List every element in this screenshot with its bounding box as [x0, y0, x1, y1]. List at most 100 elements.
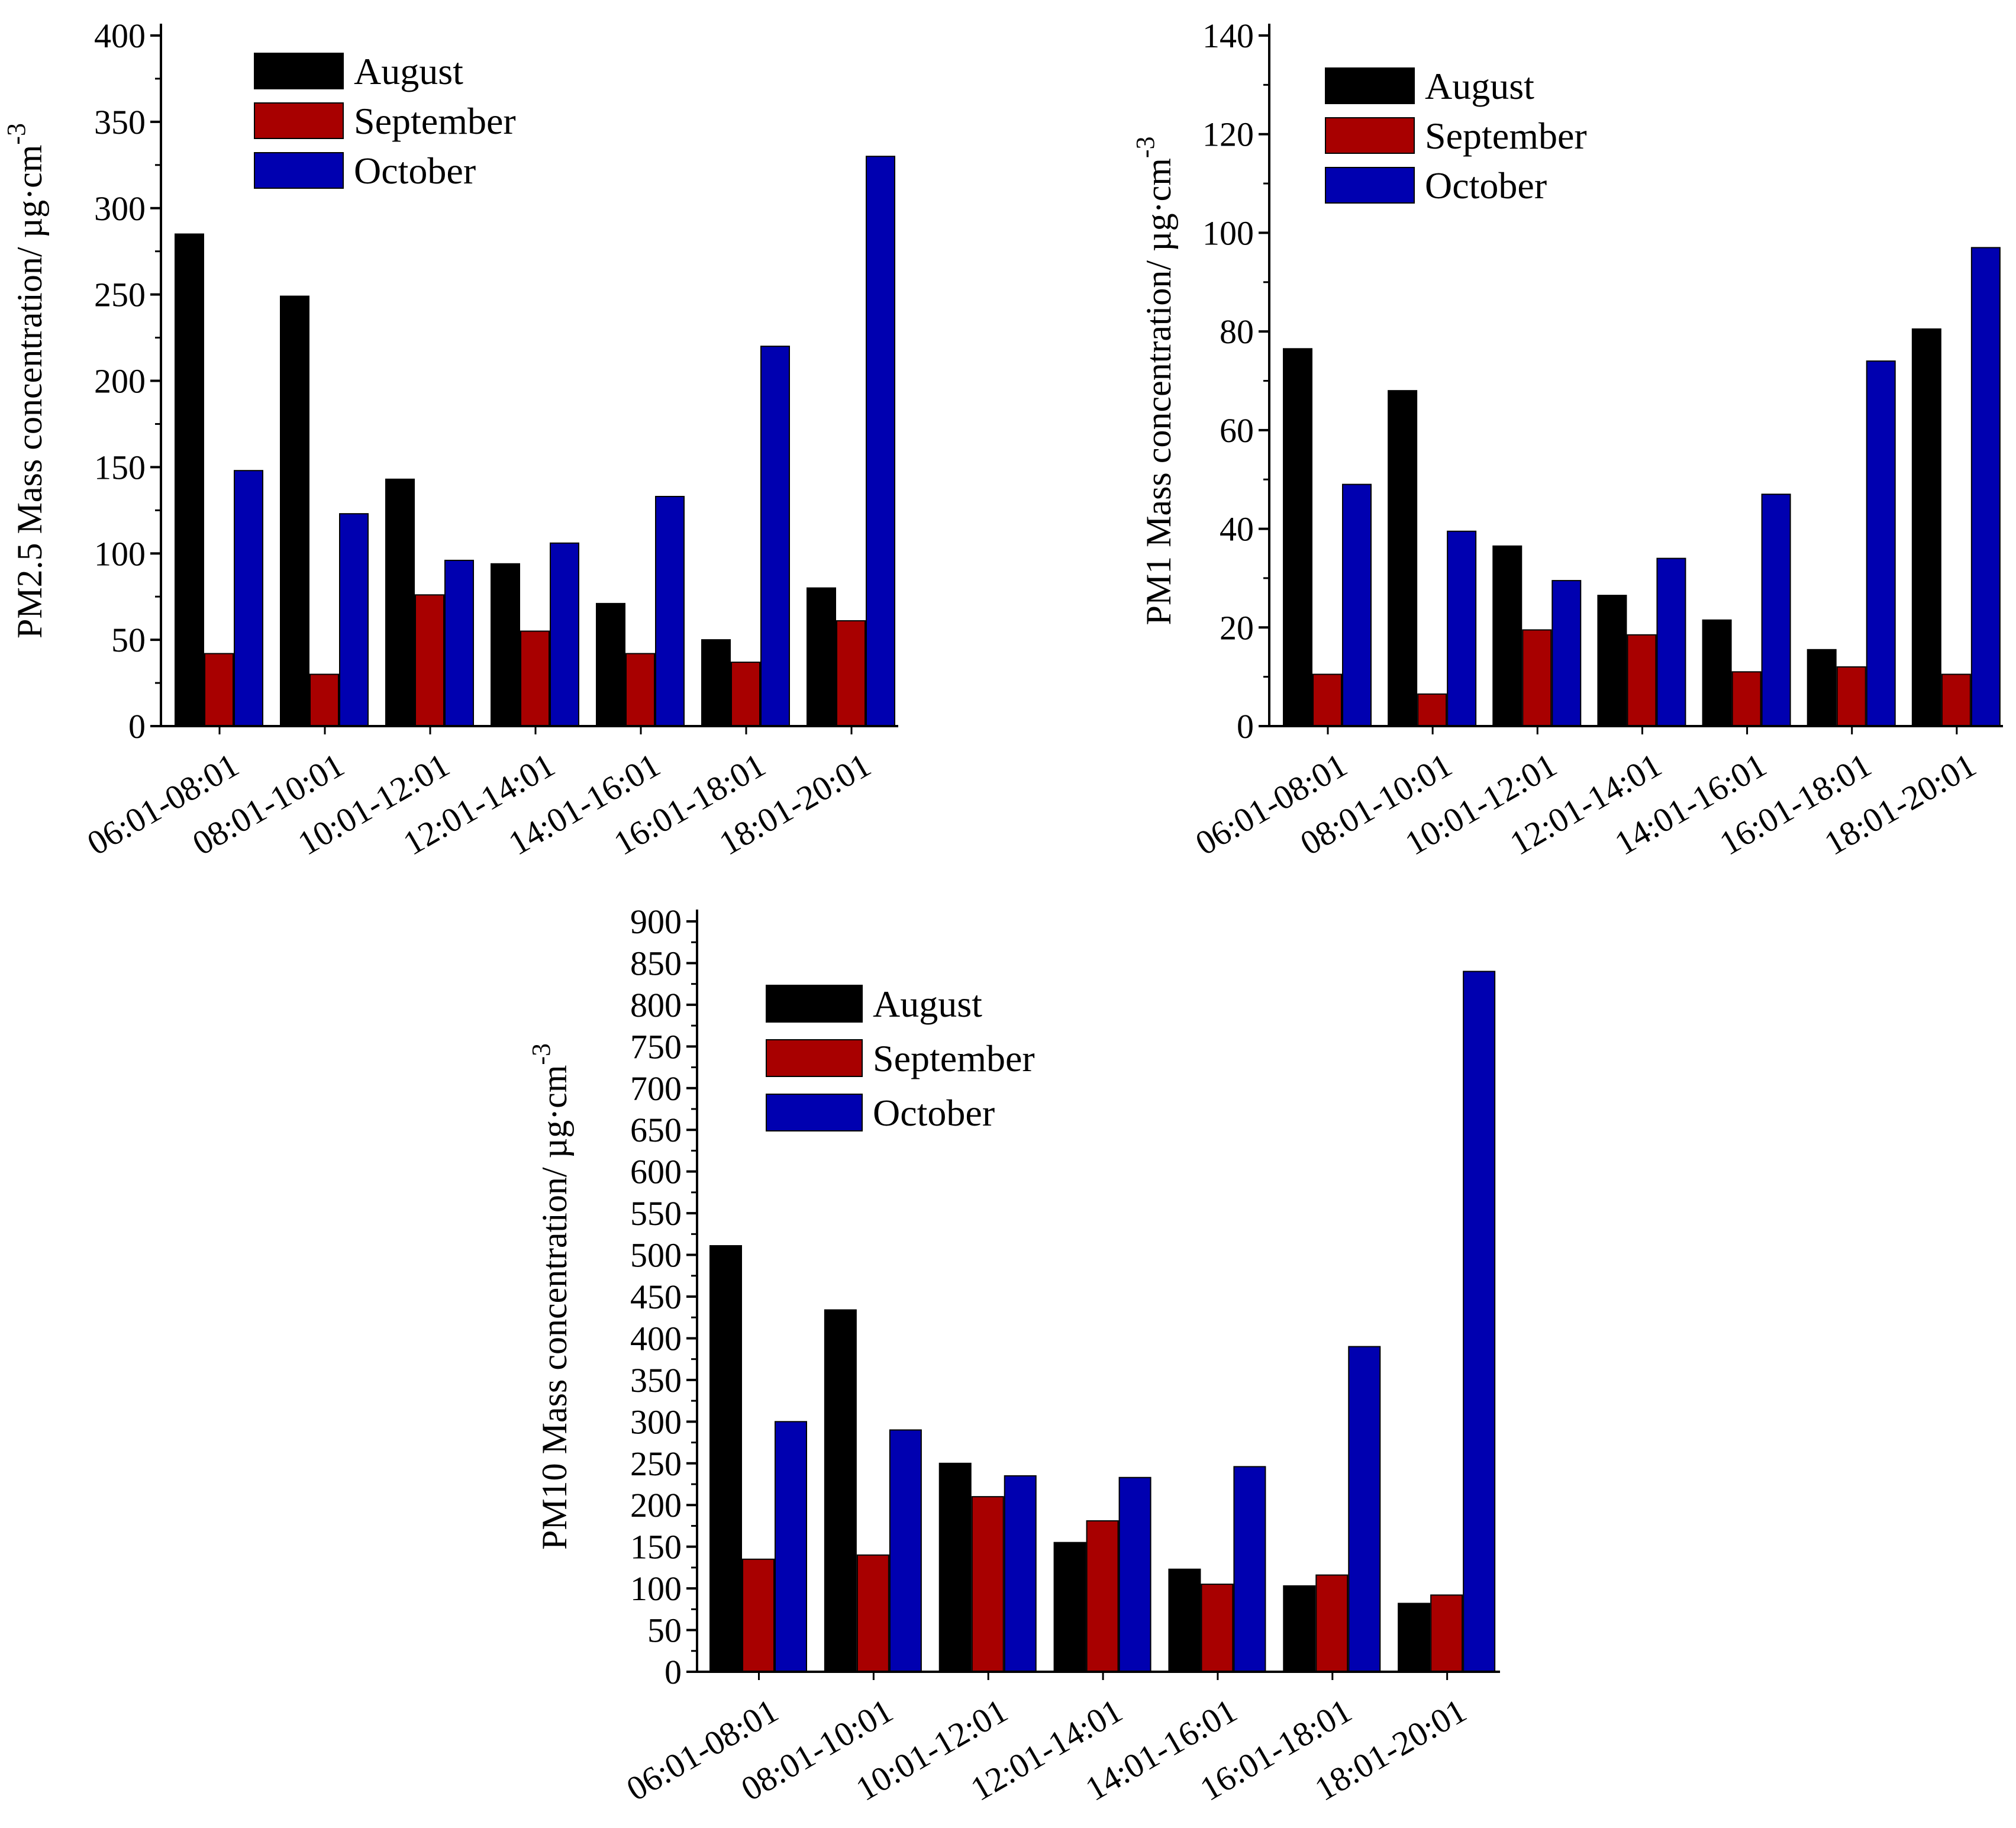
y-tick-label: 0	[1237, 707, 1254, 746]
y-tick-label: 0	[128, 707, 146, 746]
legend-swatch-october	[1325, 167, 1415, 204]
bar-pm25-september-0	[204, 653, 234, 727]
bar-pm25-october-5	[760, 346, 790, 727]
bar-pm1-september-2	[1522, 629, 1552, 727]
bar-pm1-august-6	[1911, 328, 1941, 727]
bar-pm25-august-4	[596, 602, 625, 727]
y-tick-label: 140	[1202, 17, 1254, 55]
y-tick-label: 100	[1202, 214, 1254, 252]
bar-pm10-september-3	[1086, 1520, 1119, 1673]
y-tick-label: 400	[630, 1319, 682, 1358]
legend-swatch-september	[766, 1039, 863, 1077]
y-tick-label: 200	[630, 1486, 682, 1524]
legend-label-september: September	[873, 1037, 1035, 1079]
bar-pm1-october-6	[1970, 247, 2001, 727]
y-tick-label: 250	[94, 276, 146, 314]
bar-pm1-september-5	[1836, 666, 1866, 727]
y-tick-label: 0	[665, 1653, 682, 1691]
bar-pm10-august-1	[824, 1309, 857, 1672]
bar-pm25-august-5	[701, 639, 731, 727]
chart-pm25: 05010015020025030035040006:01-08:0108:01…	[2, 17, 898, 863]
y-tick-label: 700	[630, 1069, 682, 1108]
legend-label-august: August	[873, 983, 982, 1025]
y-tick-label: 100	[94, 534, 146, 573]
y-tick-label: 100	[630, 1569, 682, 1608]
legend-swatch-august	[766, 985, 863, 1023]
legend-label-october: October	[1425, 165, 1547, 207]
y-tick-label: 20	[1220, 608, 1254, 647]
legend-swatch-august	[254, 53, 344, 89]
legend-swatch-october	[766, 1094, 863, 1131]
bar-pm1-october-5	[1866, 360, 1896, 727]
bar-pm25-september-3	[520, 630, 550, 727]
legend-label-august: August	[354, 50, 463, 92]
bar-pm25-october-1	[339, 513, 369, 727]
y-tick-label: 600	[630, 1153, 682, 1191]
y-tick-label: 300	[94, 189, 146, 228]
y-tick-label: 300	[630, 1403, 682, 1441]
bar-pm25-september-6	[836, 620, 866, 727]
legend-label-september: September	[1425, 115, 1587, 157]
bar-pm25-october-0	[234, 470, 263, 727]
bar-pm10-august-5	[1283, 1585, 1316, 1673]
bar-pm1-september-3	[1627, 634, 1657, 727]
legend-swatch-september	[1325, 117, 1415, 154]
legend-label-september: September	[354, 100, 516, 142]
y-tick-label: 850	[630, 944, 682, 982]
chart-pm10: 0501001502002503003504004505005506006507…	[527, 902, 1500, 1808]
bar-pm10-august-6	[1398, 1603, 1431, 1673]
y-tick-label: 250	[630, 1445, 682, 1483]
bar-pm25-september-5	[731, 662, 760, 727]
y-tick-label: 60	[1220, 411, 1254, 450]
bar-pm25-september-2	[415, 594, 444, 727]
bar-pm25-october-4	[655, 495, 685, 727]
chart-pm1: 02040608010012014006:01-08:0108:01-10:01…	[1131, 17, 2003, 863]
bar-pm10-september-6	[1430, 1594, 1463, 1673]
y-tick-label: 150	[630, 1528, 682, 1566]
bar-pm1-october-3	[1656, 557, 1686, 727]
y-axis-title-superscript: -3	[527, 1043, 556, 1065]
bar-pm25-august-2	[385, 478, 415, 727]
bar-pm25-september-4	[625, 653, 655, 727]
bar-pm10-august-4	[1168, 1568, 1201, 1673]
y-tick-label: 40	[1220, 510, 1254, 549]
bar-pm10-october-6	[1463, 971, 1496, 1672]
legend-swatch-october	[254, 152, 344, 189]
y-axis-title-superscript: -3	[1131, 136, 1160, 158]
legend-label-october: October	[354, 150, 476, 192]
y-tick-label: 900	[630, 902, 682, 941]
bar-pm25-august-1	[280, 295, 309, 727]
bar-pm10-october-0	[775, 1421, 807, 1672]
bar-pm10-september-2	[971, 1496, 1004, 1672]
bar-pm25-august-3	[491, 563, 520, 727]
y-tick-label: 350	[630, 1361, 682, 1400]
y-tick-label: 400	[94, 17, 146, 55]
legend-label-august: August	[1425, 65, 1534, 107]
y-axis-title-text: PM10 Mass concentration/ µg·cm	[535, 1065, 574, 1550]
bar-pm25-october-2	[444, 559, 474, 727]
bar-pm1-september-1	[1417, 693, 1447, 727]
bar-pm10-october-4	[1233, 1466, 1266, 1672]
y-tick-label: 200	[94, 362, 146, 401]
bar-pm1-october-0	[1342, 483, 1372, 727]
y-axis-title: PM2.5 Mass concentration/ µg·cm-3	[2, 123, 49, 639]
bar-pm1-august-5	[1807, 649, 1837, 727]
y-axis-title-text: PM2.5 Mass concentration/ µg·cm	[10, 145, 49, 639]
bar-pm1-september-0	[1312, 673, 1342, 727]
bar-pm25-august-6	[807, 587, 836, 727]
y-axis-title-text: PM1 Mass concentration/ µg·cm	[1139, 158, 1178, 625]
bar-pm1-august-0	[1283, 348, 1312, 727]
y-tick-label: 450	[630, 1278, 682, 1316]
bar-pm25-september-1	[309, 673, 339, 727]
bar-pm1-october-2	[1551, 580, 1582, 727]
bar-pm10-august-0	[709, 1245, 742, 1673]
y-axis-title-superscript: -3	[2, 123, 31, 145]
y-tick-label: 50	[111, 621, 146, 659]
bar-pm10-september-0	[742, 1558, 775, 1673]
y-tick-label: 50	[647, 1611, 682, 1650]
y-tick-label: 150	[94, 448, 146, 486]
bar-pm25-august-0	[175, 233, 204, 727]
y-tick-label: 120	[1202, 115, 1254, 154]
bar-pm1-august-4	[1702, 619, 1732, 727]
